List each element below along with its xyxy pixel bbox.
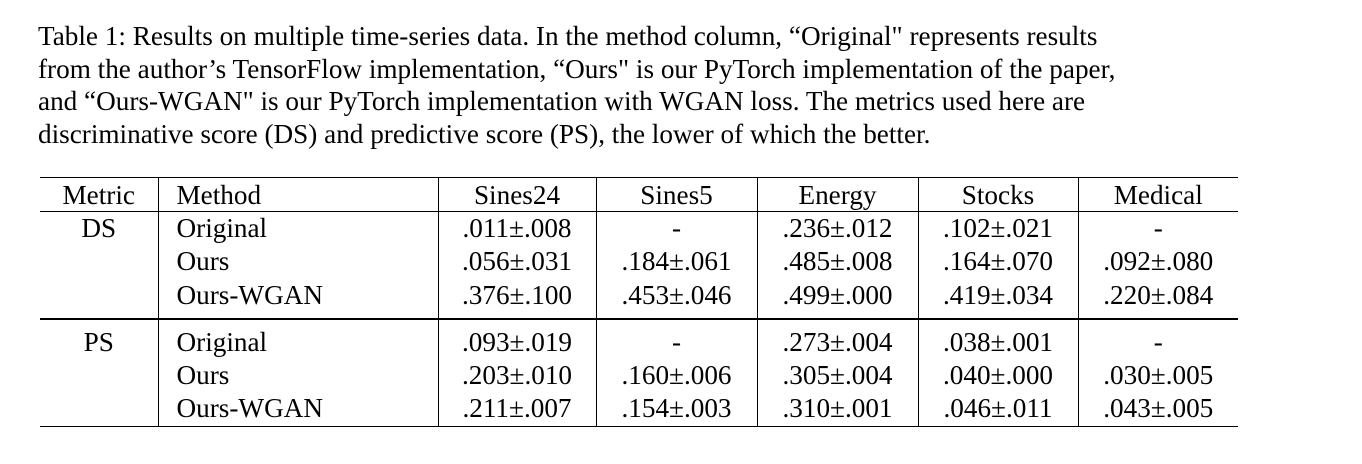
value-cell: .236±.012 bbox=[756, 211, 918, 246]
value-cell: .093±.019 bbox=[437, 318, 596, 360]
header-row: Metric Method Sines24 Sines5 Energy Stoc… bbox=[40, 177, 1238, 212]
table-row: Ours-WGAN .376±.100 .453±.046 .499±.000 … bbox=[40, 278, 1238, 319]
section-ds: DS Original .011±.008 - .236±.012 .102±.… bbox=[40, 211, 1238, 319]
results-table: Metric Method Sines24 Sines5 Energy Stoc… bbox=[40, 177, 1238, 427]
value-cell: .184±.061 bbox=[595, 245, 757, 279]
value-cell: .038±.001 bbox=[917, 318, 1078, 360]
table-row: PS Original .093±.019 - .273±.004 .038±.… bbox=[40, 318, 1238, 360]
table-row: DS Original .011±.008 - .236±.012 .102±.… bbox=[40, 211, 1238, 246]
value-cell: .203±.010 bbox=[437, 359, 596, 393]
section-ps: PS Original .093±.019 - .273±.004 .038±.… bbox=[40, 318, 1238, 427]
value-cell: .102±.021 bbox=[917, 211, 1078, 246]
metric-label: DS bbox=[81, 213, 117, 243]
value-cell: .273±.004 bbox=[756, 318, 918, 360]
table-row: Ours .203±.010 .160±.006 .305±.004 .040±… bbox=[40, 359, 1238, 393]
value-cell: .154±.003 bbox=[595, 392, 757, 427]
header-medical: Medical bbox=[1077, 177, 1238, 212]
metric-label: PS bbox=[83, 326, 114, 357]
value-cell: .043±.005 bbox=[1077, 392, 1238, 427]
method-cell: Original bbox=[157, 318, 438, 360]
method-cell: Ours-WGAN bbox=[157, 278, 438, 319]
caption-line: and “Ours-WGAN" is our PyTorch implement… bbox=[38, 86, 1086, 116]
header-sines5: Sines5 bbox=[595, 177, 757, 212]
value-cell: .040±.000 bbox=[917, 359, 1078, 393]
results-table-container: Metric Method Sines24 Sines5 Energy Stoc… bbox=[40, 177, 1238, 427]
value-cell: .220±.084 bbox=[1077, 278, 1238, 319]
value-cell: .030±.005 bbox=[1077, 359, 1238, 393]
header-metric: Metric bbox=[62, 179, 135, 210]
caption-line: from the author’s TensorFlow implementat… bbox=[38, 53, 1116, 84]
header-energy: Energy bbox=[756, 177, 918, 212]
method-cell: Ours bbox=[157, 359, 438, 393]
method-cell: Ours bbox=[157, 245, 438, 279]
value-cell: .011±.008 bbox=[437, 211, 596, 246]
value-cell: - bbox=[1077, 318, 1238, 360]
value-cell: - bbox=[595, 211, 757, 246]
value-cell: .499±.000 bbox=[756, 278, 918, 319]
method-cell: Original bbox=[157, 211, 438, 246]
table-header: Metric Method Sines24 Sines5 Energy Stoc… bbox=[40, 177, 1238, 212]
value-cell: .164±.070 bbox=[917, 245, 1078, 279]
header-sines24: Sines24 bbox=[437, 177, 596, 212]
header-method: Method bbox=[157, 177, 438, 212]
value-cell: .305±.004 bbox=[756, 359, 918, 393]
header-stocks: Stocks bbox=[917, 177, 1078, 212]
caption-line: Table 1: Results on multiple time-series… bbox=[38, 21, 1098, 51]
value-cell: .453±.046 bbox=[595, 278, 757, 319]
method-cell: Ours-WGAN bbox=[157, 392, 438, 427]
value-cell: .376±.100 bbox=[437, 278, 596, 319]
value-cell: .160±.006 bbox=[595, 359, 757, 393]
value-cell: .046±.011 bbox=[917, 392, 1078, 427]
value-cell: - bbox=[595, 318, 757, 360]
table-caption: Table 1: Results on multiple time-series… bbox=[38, 20, 1278, 150]
value-cell: - bbox=[1077, 211, 1238, 246]
table-row: Ours .056±.031 .184±.061 .485±.008 .164±… bbox=[40, 245, 1238, 279]
caption-line: discriminative score (DS) and predictive… bbox=[38, 118, 931, 149]
table-row: Ours-WGAN .211±.007 .154±.003 .310±.001 … bbox=[40, 392, 1238, 427]
value-cell: .485±.008 bbox=[756, 245, 918, 279]
value-cell: .419±.034 bbox=[917, 278, 1078, 319]
value-cell: .211±.007 bbox=[437, 392, 596, 427]
value-cell: .056±.031 bbox=[437, 245, 596, 279]
value-cell: .092±.080 bbox=[1077, 245, 1238, 279]
value-cell: .310±.001 bbox=[756, 392, 918, 427]
